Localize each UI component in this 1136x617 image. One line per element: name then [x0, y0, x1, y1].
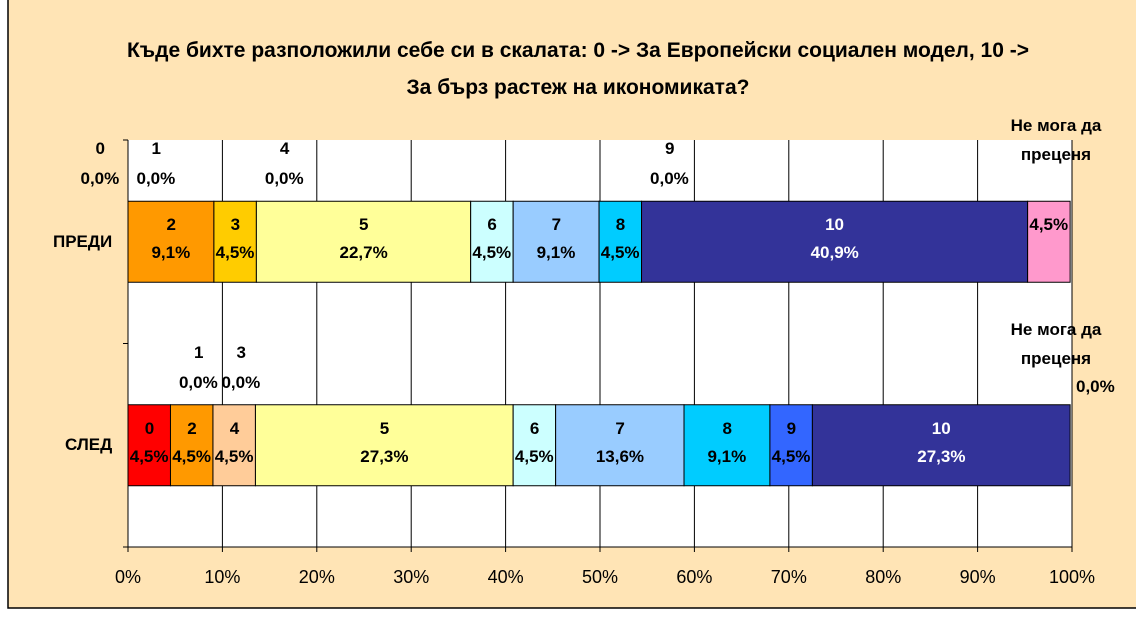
- data-label: 40,9%: [810, 243, 859, 263]
- data-label: 4,5%: [129, 446, 169, 466]
- segment-name: 3: [230, 215, 241, 235]
- data-label: 27,3%: [917, 446, 966, 466]
- segment-name: 4: [279, 139, 290, 159]
- data-label: 4,5%: [771, 446, 811, 466]
- bar-segment: [213, 200, 257, 283]
- bar-segment: [255, 200, 472, 283]
- data-label: 0,0%: [178, 372, 218, 392]
- x-tick-label: 0%: [115, 566, 142, 587]
- x-tick-label: 20%: [298, 566, 335, 587]
- segment-name: 3: [236, 342, 246, 362]
- bar-segment: [169, 404, 214, 487]
- data-label: 27,3%: [360, 446, 409, 466]
- data-label: 0,0%: [136, 169, 176, 189]
- segment-name: 9: [665, 139, 675, 159]
- data-label: 9,1%: [536, 243, 576, 263]
- segment-name: 1: [193, 342, 204, 362]
- bar-segment: [254, 404, 514, 487]
- segment-name: 7: [551, 215, 562, 235]
- bar-segment: [127, 200, 215, 283]
- data-label: 4,5%: [172, 446, 211, 466]
- data-label: 4,5%: [215, 243, 255, 263]
- segment-name: 8: [722, 418, 732, 438]
- segment-name: 0: [95, 139, 105, 159]
- data-label: 0,0%: [1076, 376, 1115, 396]
- bar-segment: [512, 200, 600, 283]
- bar-segment: [212, 404, 256, 487]
- bar-segment: [1027, 200, 1071, 283]
- category-label: СЛЕД: [65, 435, 113, 455]
- x-tick-label: 100%: [1049, 566, 1096, 587]
- data-label: 22,7%: [339, 243, 388, 263]
- segment-name: 5: [379, 418, 390, 438]
- x-tick-label: 50%: [582, 566, 619, 587]
- segment-name: Не мога да преценя: [1010, 116, 1102, 165]
- segment-name: 6: [487, 215, 497, 235]
- segment-name: 2: [187, 418, 197, 438]
- chart-title: Къде бихте разположили себе си в скалата…: [126, 39, 1030, 99]
- bar-segment: [470, 200, 514, 283]
- x-tick-label: 60%: [676, 566, 713, 587]
- category-label: ПРЕДИ: [53, 231, 113, 251]
- segment-name: 1: [151, 139, 161, 159]
- segment-name: 0: [144, 418, 155, 438]
- segment-name: 6: [529, 418, 540, 438]
- segment-name: 10: [931, 418, 951, 438]
- x-tick-label: 70%: [770, 566, 807, 587]
- x-tick-label: 80%: [865, 566, 902, 587]
- x-tick-label: 10%: [204, 566, 241, 587]
- x-tick-label: 90%: [959, 566, 996, 587]
- data-label: 4,5%: [1029, 215, 1069, 235]
- segment-name: Не мога да преценя: [1010, 319, 1102, 368]
- data-label: 4,5%: [214, 446, 254, 466]
- bar-segment: [512, 404, 557, 487]
- x-tick-label: 30%: [393, 566, 430, 587]
- segment-name: 5: [359, 215, 369, 235]
- x-tick-label: 40%: [487, 566, 524, 587]
- data-label: 0,0%: [221, 372, 261, 392]
- bar-segment: [598, 200, 643, 283]
- data-label: 9,1%: [707, 446, 747, 466]
- data-label: 4,5%: [600, 243, 640, 263]
- segment-name: 2: [166, 215, 176, 235]
- data-label: 0,0%: [80, 169, 120, 189]
- segment-name: 8: [615, 215, 626, 235]
- segment-name: 7: [615, 418, 625, 438]
- data-label: 13,6%: [595, 446, 645, 466]
- data-label: 4,5%: [472, 243, 512, 263]
- bar-segment: [811, 404, 1071, 487]
- bar-segment: [127, 404, 171, 487]
- data-label: 4,5%: [514, 446, 554, 466]
- bar-segment: [555, 404, 685, 487]
- segment-name: 4: [229, 418, 240, 438]
- data-label: 0,0%: [650, 169, 689, 189]
- bar-segment: [769, 404, 813, 487]
- bar-segment: [641, 200, 1029, 283]
- segment-name: 9: [786, 418, 797, 438]
- bar-segment: [683, 404, 771, 487]
- data-label: 0,0%: [264, 169, 304, 189]
- data-label: 9,1%: [151, 243, 191, 263]
- segment-name: 10: [825, 215, 844, 235]
